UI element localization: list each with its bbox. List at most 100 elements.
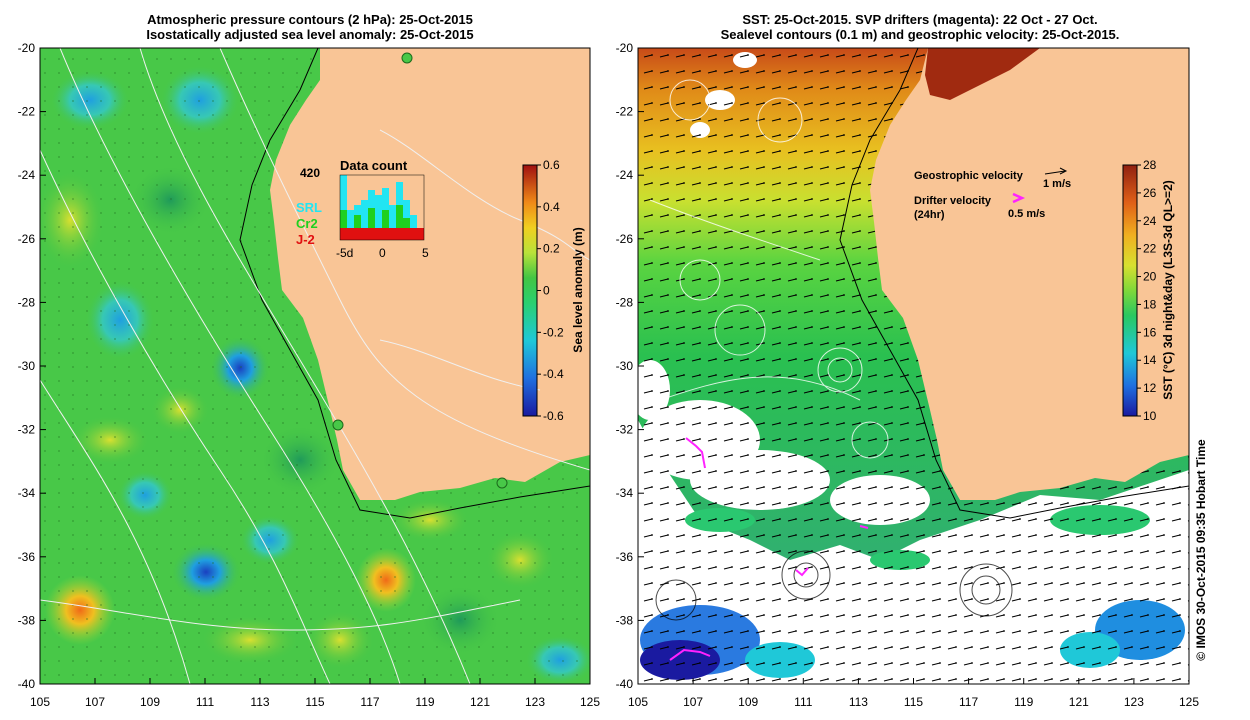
left-xtick-label: 119 [415, 695, 434, 709]
left-xtick-label: 107 [85, 695, 105, 709]
left-xtick-label: 105 [30, 695, 50, 709]
sla-colorbar-tick-label: -0.2 [543, 325, 564, 339]
right-axes: -20 -22 -24 -26 -28 -30 -32 -34 -36 -38 -40 105 107 1… [616, 41, 1200, 709]
left-panel-title: Atmospheric pressure contours (2 hPa): 2… [60, 12, 560, 42]
left-xtick-label: 121 [470, 695, 490, 709]
inset-legend-cr2: Cr2 [296, 216, 318, 231]
shelf-contour-right [839, 48, 1189, 519]
sla-colorbar-tick-label: 0.6 [543, 158, 560, 172]
left-ytick-label: -38 [18, 613, 36, 627]
pressure-contours [40, 48, 590, 684]
inset-legend-j2: J-2 [296, 232, 315, 247]
geo-velocity-arrowhead [1059, 167, 1068, 175]
sst-colorbar-tick-label: 10 [1143, 409, 1157, 423]
sst-colorbar-ticks: 28 26 24 22 20 18 16 14 12 10 [1137, 158, 1157, 423]
sla-colorbar-ticks: 0.6 0.4 0.2 0 -0.2 -0.4 -0.6 [537, 158, 564, 423]
left-ytick-label: -26 [18, 232, 36, 246]
left-xtick-label: 125 [580, 695, 600, 709]
left-ytick-label: -34 [18, 486, 36, 500]
inset-xtick-mid: 0 [379, 246, 386, 260]
right-ytick-label: -26 [616, 232, 634, 246]
right-xtick-label: 117 [959, 695, 978, 709]
right-ytick-label: -28 [616, 295, 634, 309]
drifter-scale: 0.5 m/s [1008, 208, 1045, 220]
left-xtick-label: 117 [360, 695, 379, 709]
geo-velocity-scale: 1 m/s [1043, 178, 1071, 190]
sst-colorbar-label: SST (°C) 3d night&day (L3S-3d QL>=2) [1161, 180, 1175, 400]
left-xtick-label: 115 [305, 695, 324, 709]
australia-land-left [270, 48, 590, 500]
australia-land-right [870, 48, 1189, 500]
geo-velocity-arrow [1044, 170, 1066, 175]
right-xtick-label: 109 [738, 695, 758, 709]
left-ytick-label: -28 [18, 295, 36, 309]
eddies-south [655, 550, 1013, 621]
right-xtick-label: 123 [1124, 695, 1144, 709]
right-xtick-label: 121 [1069, 695, 1089, 709]
left-ytick-label: -22 [18, 105, 36, 119]
left-xtick-label: 113 [250, 695, 269, 709]
right-ytick-label: -20 [616, 41, 634, 55]
sla-colorbar-tick-label: 0 [543, 284, 550, 298]
right-xtick-label: 107 [683, 695, 703, 709]
inset-xtick-left: -5d [336, 246, 353, 260]
sst-colorbar-tick-label: 18 [1143, 297, 1157, 311]
imos-credit: © IMOS 30-Oct-2015 09:35 Hobart Time [1194, 439, 1208, 661]
geo-velocity-label: Geostrophic velocity [914, 170, 1024, 182]
data-count-bars [339, 174, 425, 241]
sla-colorbar-tick-label: 0.4 [543, 200, 560, 214]
drifter-legend-glyph [1012, 192, 1026, 204]
right-map [638, 48, 1189, 684]
inset-ymax-label: 420 [300, 166, 320, 180]
sst-colorbar-tick-label: 14 [1143, 353, 1157, 367]
left-xtick-label: 109 [140, 695, 160, 709]
right-panel-title: SST: 25-Oct-2015. SVP drifters (magenta)… [640, 12, 1200, 42]
left-ytick-label: -36 [18, 550, 36, 564]
right-ytick-label: -30 [616, 359, 634, 373]
left-title-line1: Atmospheric pressure contours (2 hPa): 2… [147, 12, 473, 27]
sla-colorbar [522, 164, 538, 417]
sla-colorbar-tick-label: -0.4 [543, 367, 564, 381]
right-xtick-label: 125 [1179, 695, 1199, 709]
right-xtick-label: 119 [1014, 695, 1033, 709]
left-ytick-label: -30 [18, 359, 36, 373]
right-ytick-label: -34 [616, 486, 634, 500]
right-ytick-label: -36 [616, 550, 634, 564]
sst-colorbar-tick-label: 12 [1143, 381, 1157, 395]
sla-colorbar-tick-label: 0.2 [543, 242, 560, 256]
left-title-line2: Isostatically adjusted sea level anomaly… [146, 27, 474, 42]
sla-colorbar-tick-label: -0.6 [543, 409, 564, 423]
left-ytick-label: -32 [18, 423, 36, 437]
inset-title: Data count [340, 158, 408, 173]
drifter-label-line2: (24hr) [914, 209, 945, 221]
right-title-line1: SST: 25-Oct-2015. SVP drifters (magenta)… [742, 12, 1098, 27]
right-ytick-label: -32 [616, 423, 634, 437]
right-ytick-label: -40 [616, 677, 634, 691]
shelf-contour-left [239, 48, 590, 519]
sst-colorbar-tick-label: 16 [1143, 325, 1157, 339]
left-ytick-label: -20 [18, 41, 36, 55]
right-title-line2: Sealevel contours (0.1 m) and geostrophi… [720, 27, 1120, 42]
sealevel-contours [649, 79, 889, 459]
drifter-label-line1: Drifter velocity [914, 195, 992, 207]
svp-drifter-tracks [669, 437, 869, 661]
data-count-inset [339, 174, 425, 241]
right-xtick-label: 113 [849, 695, 868, 709]
sst-colorbar-tick-label: 28 [1143, 158, 1157, 172]
left-map [40, 48, 590, 684]
sla-colorbar-label: Sea level anomaly (m) [571, 227, 585, 352]
sst-nw-warm-strip [925, 48, 1040, 100]
inset-legend-srl: SRL [296, 200, 322, 215]
left-xtick-label: 111 [196, 695, 215, 709]
inset-xtick-right: 5 [422, 246, 429, 260]
right-xtick-label: 105 [628, 695, 648, 709]
right-ytick-label: -24 [616, 168, 634, 182]
right-xtick-label: 115 [904, 695, 923, 709]
right-xtick-label: 111 [794, 695, 813, 709]
right-ytick-label: -38 [616, 613, 634, 627]
sst-colorbar-tick-label: 20 [1143, 270, 1157, 284]
sst-colorbar-tick-label: 22 [1143, 242, 1157, 256]
left-axes: -20 -22 -24 -26 -28 -30 -32 -34 -36 -38 -40 105 107 1… [18, 41, 601, 709]
sst-colorbar-tick-label: 26 [1143, 186, 1157, 200]
left-xtick-label: 123 [525, 695, 545, 709]
